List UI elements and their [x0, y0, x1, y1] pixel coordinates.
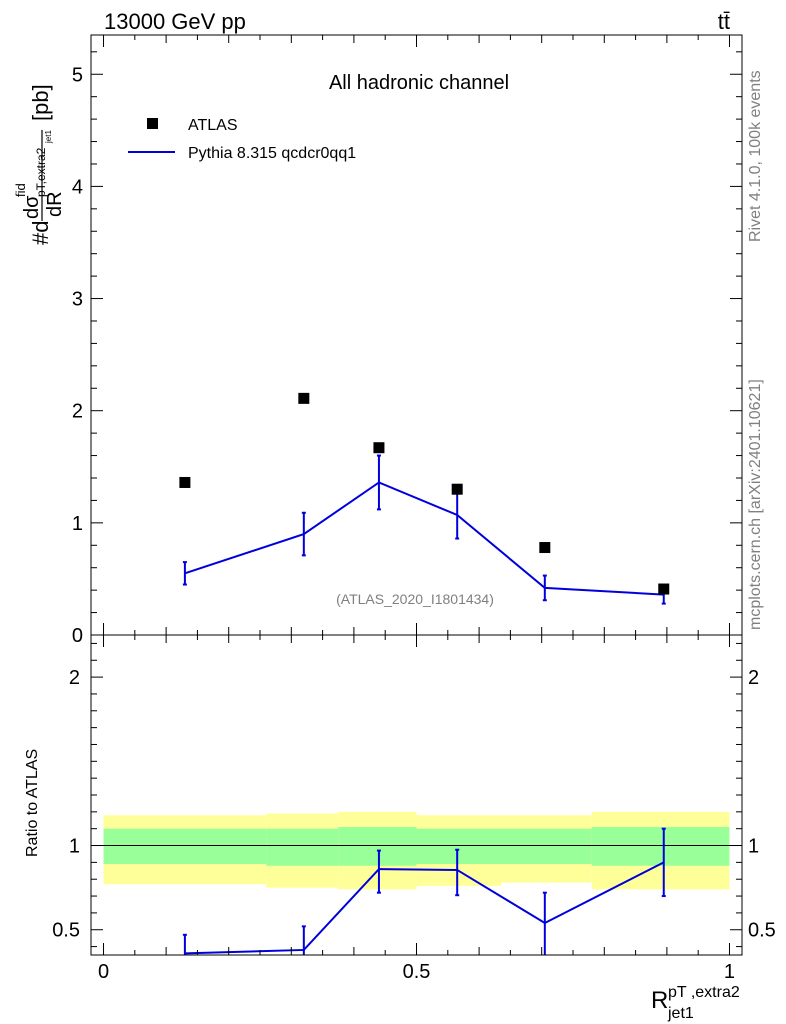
- ratio-y-tick-label-right: 0.5: [748, 920, 776, 942]
- main-title: All hadronic channel: [329, 72, 509, 94]
- uncertainty-band-inner: [501, 828, 592, 865]
- y-title-denominator: dR: [44, 191, 66, 217]
- ratio-y-tick-label-right: 1: [748, 836, 759, 858]
- x-title-sup: pT ,extra2: [668, 984, 740, 1001]
- energy-label: 13000 GeV pp: [104, 9, 246, 34]
- x-tick-label: 1: [724, 961, 735, 983]
- atlas-data-point: [539, 542, 551, 554]
- x-axis-title: R pT ,extra2 jet1: [651, 984, 740, 1022]
- mc-ratio-line: [184, 861, 665, 955]
- ratio-y-axis-title: Ratio to ATLAS: [24, 749, 41, 857]
- y-title-sup: fid: [13, 183, 28, 197]
- rivet-label: Rivet 4.1.0, 100k events: [747, 70, 764, 242]
- ratio-y-tick-label-left: 2: [69, 667, 80, 689]
- main-y-tick-label: 5: [72, 64, 83, 86]
- legend-label-atlas: ATLAS: [188, 117, 238, 134]
- x-title-base: R: [651, 987, 668, 1014]
- analysis-watermark: (ATLAS_2020_I1801434): [336, 591, 494, 607]
- mcplots-label: mcplots.cern.ch [arXiv:2401.10621]: [747, 379, 764, 630]
- legend-marker-atlas: [147, 118, 158, 129]
- ratio-y-tick-label-left: 0.5: [52, 920, 80, 942]
- legend: ATLAS Pythia 8.315 qcdcr0qq1: [128, 117, 356, 162]
- x-tick-label: 0: [98, 961, 109, 983]
- y-title-subsub: jet1: [44, 130, 53, 144]
- atlas-data-point: [298, 392, 310, 404]
- main-panel: 0 1 2 3 4 5 All hadronic channel (ATLAS_2020_…: [13, 34, 743, 647]
- uncertainty-band-inner: [103, 828, 267, 865]
- uncertainty-band-inner: [416, 828, 502, 865]
- ratio-y-tick-label-left: 1: [69, 836, 80, 858]
- main-y-tick-label: 1: [72, 513, 83, 535]
- y-title-sub: pT,extra2: [34, 147, 48, 197]
- y-title-numerator: dσ: [21, 195, 43, 219]
- main-y-tick-label: 3: [72, 289, 83, 311]
- main-y-axis-title: #d dσ fid pT,extra2 jet1 dR [pb]: [13, 84, 66, 245]
- x-tick-label: 0.5: [403, 961, 431, 983]
- main-y-tick-label: 4: [72, 176, 83, 198]
- x-title-sub: jet1: [667, 1005, 694, 1022]
- atlas-data-point: [658, 583, 670, 595]
- y-title-prefix: #d: [28, 221, 53, 245]
- uncertainty-band-inner: [266, 828, 339, 866]
- y-title-unit: [pb]: [28, 84, 53, 121]
- mc-series-line: [184, 481, 664, 596]
- main-y-tick-label: 0: [72, 625, 83, 647]
- process-label: tt̄: [718, 9, 730, 34]
- uncertainty-band-inner: [591, 827, 730, 866]
- ratio-panel: 0.5 0.5 1 1 2 2 0 0.5 1 Ratio to ATLAS R pT ,ext…: [24, 634, 776, 1022]
- ratio-y-tick-label-right: 2: [748, 667, 759, 689]
- uncertainty-band-inner: [338, 827, 417, 866]
- atlas-data-point: [451, 483, 463, 495]
- legend-label-mc: Pythia 8.315 qcdcr0qq1: [188, 145, 356, 162]
- atlas-data-point: [373, 442, 385, 454]
- main-y-tick-label: 2: [72, 401, 83, 423]
- atlas-data-point: [179, 476, 191, 488]
- ratio-plot-frame: [90, 634, 743, 956]
